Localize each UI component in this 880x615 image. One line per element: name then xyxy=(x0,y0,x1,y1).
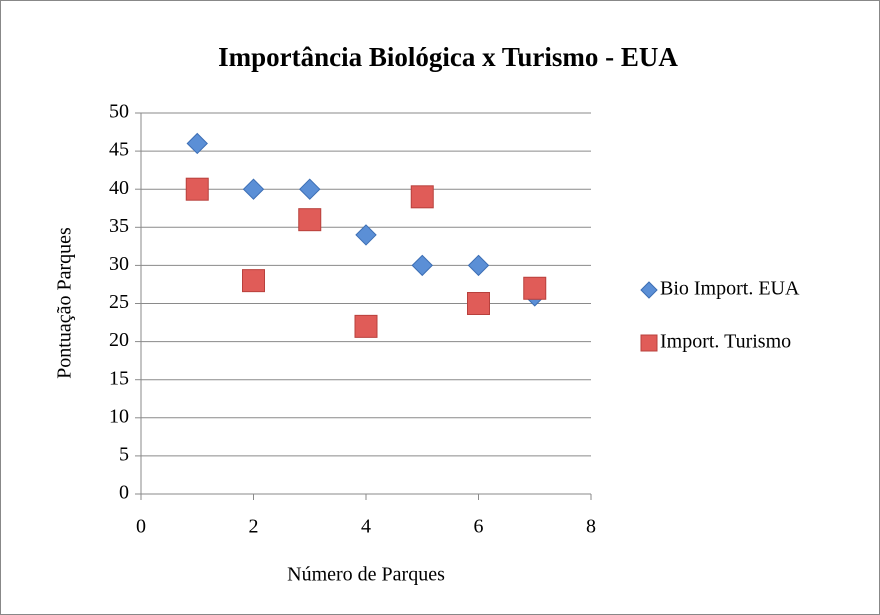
y-tick-label: 40 xyxy=(109,177,129,199)
y-tick-label: 25 xyxy=(109,291,129,313)
point xyxy=(355,224,377,246)
y-tick-label: 15 xyxy=(109,367,129,389)
y-tick-label: 50 xyxy=(109,101,129,123)
point xyxy=(186,132,208,155)
point xyxy=(523,276,547,300)
point xyxy=(299,178,321,200)
point xyxy=(242,178,265,200)
y-tick-label: 5 xyxy=(119,443,129,465)
x-tick-label: 4 xyxy=(361,516,371,538)
legend-marker xyxy=(640,334,658,352)
x-tick-label: 6 xyxy=(474,516,484,538)
x-tick-label: 8 xyxy=(586,516,596,538)
chart-title: Importância Biológica x Turismo - EUA xyxy=(218,42,678,72)
point xyxy=(298,208,322,232)
y-tick-label: 45 xyxy=(109,139,129,161)
y-tick-label: 10 xyxy=(109,405,129,427)
point xyxy=(354,314,378,338)
x-axis-label: Número de Parques xyxy=(287,564,445,586)
point xyxy=(242,269,265,293)
y-tick-label: 30 xyxy=(109,253,129,275)
y-tick-label: 35 xyxy=(109,215,129,237)
point xyxy=(467,292,490,315)
y-tick-label: 20 xyxy=(109,329,129,351)
legend-label: Bio Import. EUA xyxy=(660,278,800,300)
legend-marker xyxy=(640,281,658,299)
x-tick-label: 2 xyxy=(249,516,259,538)
y-axis-label: Pontuação Parques xyxy=(54,227,76,379)
point xyxy=(467,254,490,277)
point xyxy=(185,177,209,201)
point xyxy=(410,185,434,209)
point xyxy=(411,254,433,277)
legend-label: Import. Turismo xyxy=(660,331,791,353)
x-tick-label: 0 xyxy=(136,516,146,538)
y-tick-label: 0 xyxy=(119,482,129,504)
